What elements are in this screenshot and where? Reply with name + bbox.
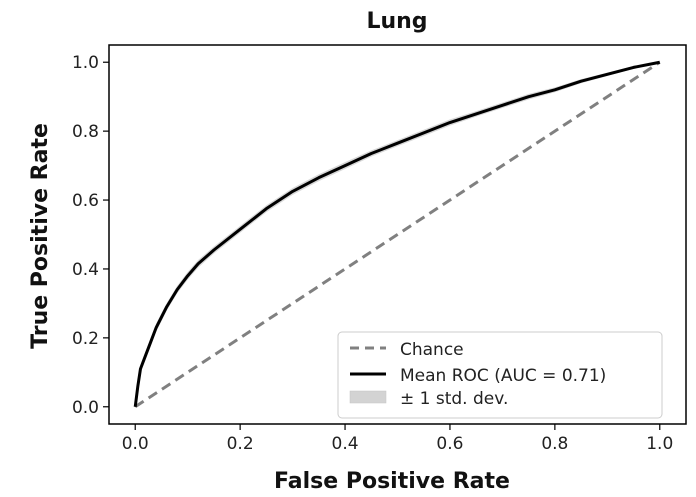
- legend-band-swatch: [349, 390, 387, 404]
- x-axis: 0.0 0.2 0.4 0.6 0.8 1.0: [122, 424, 673, 454]
- plot-frame: [108, 44, 687, 425]
- x-tick-label: 0.2: [227, 434, 254, 454]
- chance-line: [134, 60, 661, 409]
- y-axis: 0.0 0.2 0.4 0.6 0.8 1.0: [72, 53, 109, 418]
- mean-roc-line: [133, 60, 661, 407]
- y-tick-label: 0.6: [72, 191, 99, 211]
- chart-title: Lung: [366, 9, 427, 34]
- legend: Chance Mean ROC (AUC = 0.71) ± 1 std. de…: [337, 331, 663, 419]
- y-tick-label: 0.4: [72, 260, 99, 280]
- y-tick-label: 1.0: [72, 53, 99, 73]
- x-tick-label: 0.4: [332, 434, 359, 454]
- x-axis-label: False Positive Rate: [274, 469, 510, 494]
- x-tick-label: 1.0: [646, 434, 673, 454]
- y-axis-label: True Positive Rate: [28, 123, 53, 349]
- plot-area: [133, 60, 661, 409]
- y-tick-label: 0.8: [72, 122, 99, 142]
- x-tick-label: 0.8: [541, 434, 568, 454]
- x-tick-label: 0.0: [122, 434, 149, 454]
- y-tick-label: 0.2: [72, 329, 99, 349]
- legend-box: [337, 331, 663, 419]
- legend-mean-roc-label: Mean ROC (AUC = 0.71): [400, 366, 606, 386]
- legend-chance-label: Chance: [400, 340, 464, 360]
- x-tick-label: 0.6: [436, 434, 463, 454]
- legend-band-label: ± 1 std. dev.: [400, 389, 508, 409]
- y-tick-label: 0.0: [72, 398, 99, 418]
